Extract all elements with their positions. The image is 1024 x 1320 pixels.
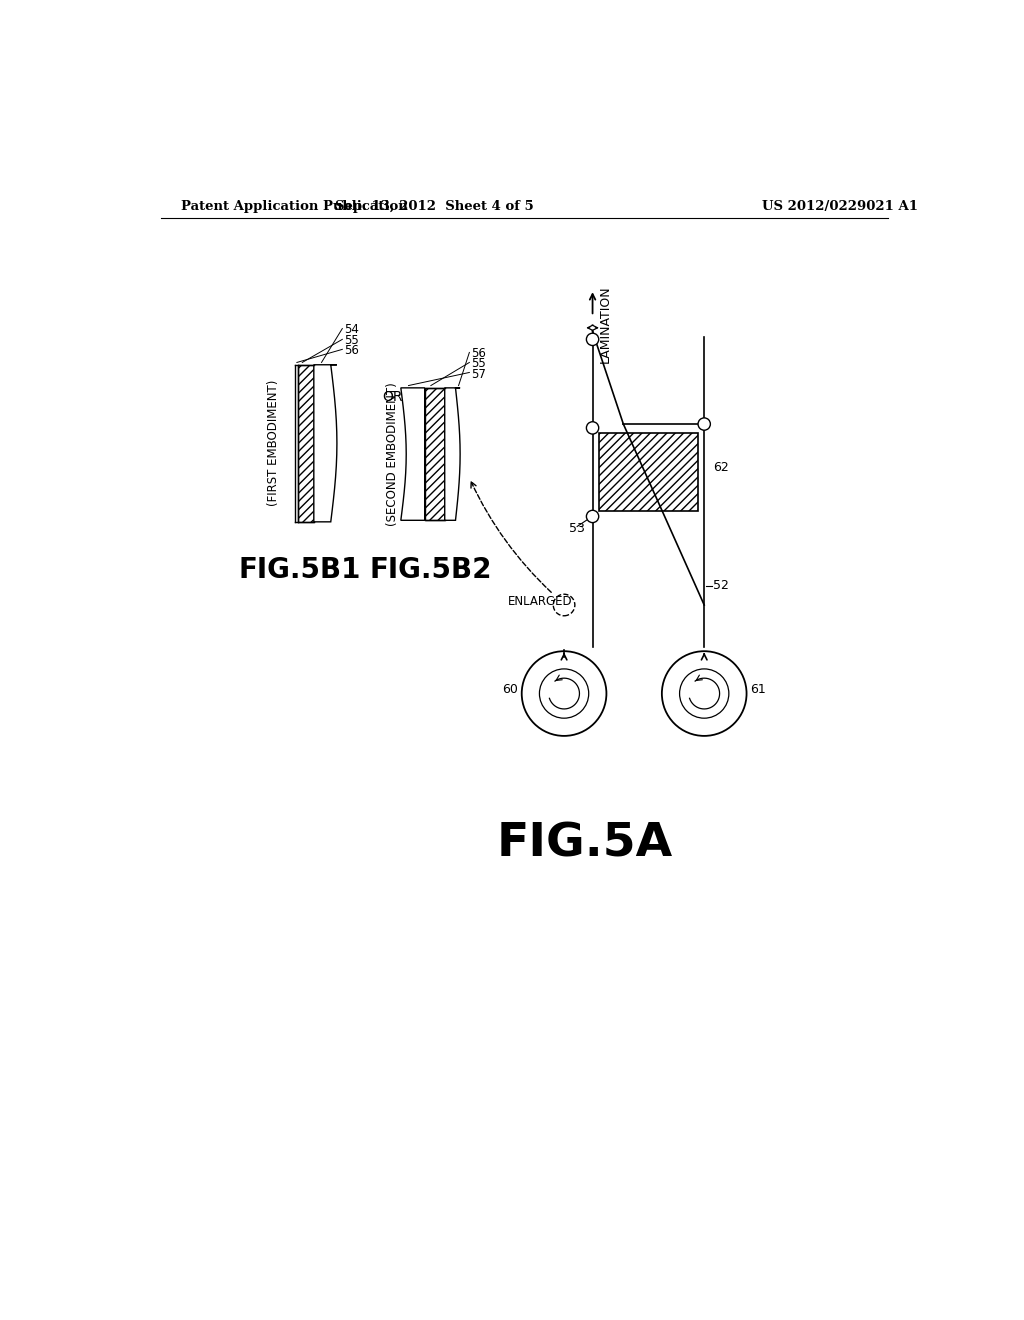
Text: 62: 62 [714,462,729,474]
Text: OR: OR [382,391,402,404]
Bar [298,364,313,521]
Circle shape [662,651,746,737]
Text: 56: 56 [344,345,358,358]
Bar [425,388,444,520]
Bar [599,433,698,511]
Circle shape [698,418,711,430]
Text: 52: 52 [714,579,729,593]
Circle shape [521,651,606,737]
Text: FIG.5A: FIG.5A [497,821,673,866]
Text: 53: 53 [569,521,586,535]
Text: US 2012/0229021 A1: US 2012/0229021 A1 [762,199,918,213]
Circle shape [540,669,589,718]
Text: (FIRST EMBODIMENT): (FIRST EMBODIMENT) [266,380,280,507]
Text: 54: 54 [344,323,358,335]
Polygon shape [400,388,425,520]
Text: ENLARGED: ENLARGED [508,594,572,607]
Circle shape [587,422,599,434]
Text: 60: 60 [502,684,518,696]
Text: 55: 55 [471,356,485,370]
Text: 57: 57 [471,367,485,380]
Text: 56: 56 [471,347,485,360]
Circle shape [553,594,574,615]
Text: FIG.5B2: FIG.5B2 [370,556,493,585]
Polygon shape [444,388,460,520]
Text: 61: 61 [751,684,766,696]
Text: 55: 55 [344,334,358,347]
Polygon shape [313,364,337,521]
Circle shape [587,511,599,523]
Text: Patent Application Publication: Patent Application Publication [180,199,408,213]
Circle shape [680,669,729,718]
Text: Sep. 13, 2012  Sheet 4 of 5: Sep. 13, 2012 Sheet 4 of 5 [335,199,535,213]
Text: LAMINATION: LAMINATION [599,285,611,363]
Circle shape [587,333,599,346]
Text: (SECOND EMBODIMENT): (SECOND EMBODIMENT) [386,383,399,525]
Text: FIG.5B1: FIG.5B1 [239,556,361,585]
